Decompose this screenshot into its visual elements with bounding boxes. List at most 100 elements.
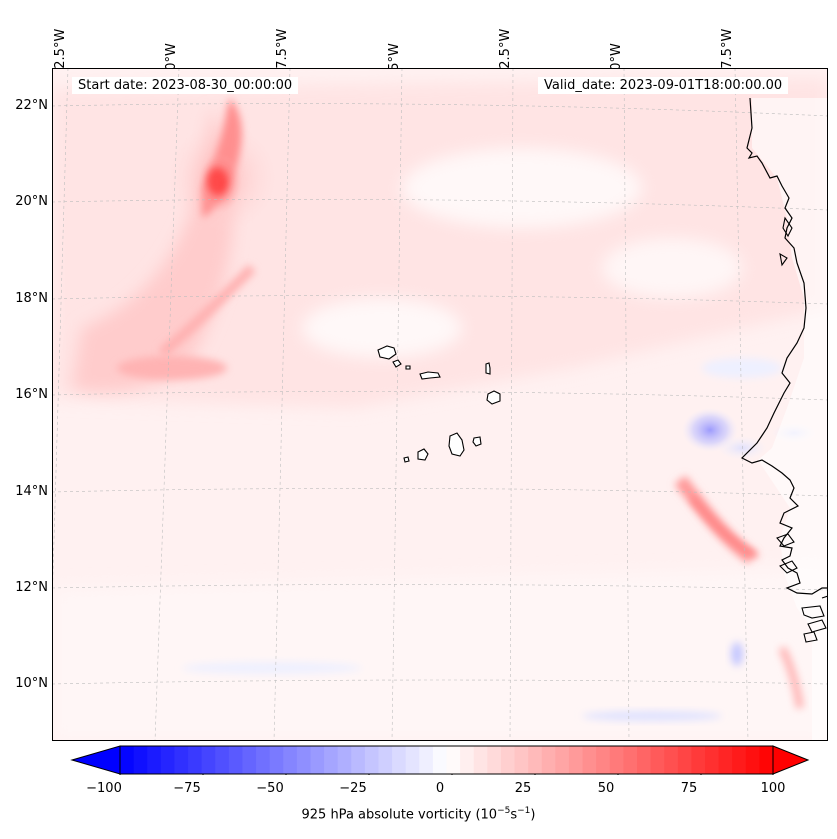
colorbar-segment [337,746,352,774]
colorbar-segment [188,746,203,774]
colorbar-segment [174,746,189,774]
africa-coastline-detail [779,216,793,267]
colorbar-segment [596,746,611,774]
island-santiago [448,432,465,457]
island-maio [472,436,482,447]
colorbar-segment [745,746,760,774]
colorbar-segment [691,746,706,774]
colorbar [70,745,810,775]
lat-label-14n: 14°N [15,484,48,499]
colorbar-segment [120,746,135,774]
valid-date-label: Valid_date: 2023-09-01T18:00:00.00 [538,77,789,94]
coastal-red-streak [690,496,759,559]
colorbar-segment [296,746,312,774]
blue-minimum-light [717,436,767,460]
vorticity-map [52,68,828,741]
africa-land [752,98,828,741]
colorbar-segment [473,746,488,774]
island-sao-vicente [392,359,402,368]
colorbar-segment [500,746,516,774]
colorbar-extend-right [772,745,810,775]
colorbar-segment [133,746,148,774]
colorbar-ticks [119,774,774,775]
colorbar-segment [609,746,624,774]
colorbar-segment [432,746,448,774]
colorbar-segment [460,746,475,774]
field-light-patch [602,238,742,298]
cbar-tick-0: 0 [435,781,445,796]
colorbar-segment [378,746,393,774]
field-southwest-maximum [117,356,227,380]
colorbar-segment [677,746,692,774]
island-sao-nicolau [419,371,441,380]
colorbar-segment [392,746,407,774]
colorbar-segments [120,746,774,774]
colorbar-segment [541,746,556,774]
colorbar-segment [732,746,747,774]
lat-label-18n: 18°N [15,291,48,306]
vortex-center [208,168,226,194]
field-blue-streak [702,358,782,378]
field-rainband [158,264,256,357]
lat-label-20n: 20°N [15,194,48,209]
cbar-tick-minus-50: −50 [256,781,284,796]
colorbar-segment [582,746,597,774]
colorbar-segment [446,746,461,774]
gridlines [52,68,828,741]
colorbar-segment [650,746,665,774]
africa-coastline [740,97,828,595]
cbar-tick-minus-100: −100 [86,781,122,796]
lat-label-12n: 12°N [15,580,48,595]
colorbar-segment [228,746,244,774]
island-santo-antao [377,345,397,360]
africa-coastline-detail [776,533,828,643]
lat-label-22n: 22°N [15,98,48,113]
field-blue-streak [582,711,722,721]
colorbar-segment [528,746,543,774]
colorbar-segment [487,746,502,774]
colorbar-outline [119,745,774,775]
colorbar-segment [310,746,325,774]
colorbar-segment [215,746,230,774]
colorbar-segment [324,746,339,774]
lat-label-10n: 10°N [15,676,48,691]
lat-label-16n: 16°N [15,387,48,402]
colorbar-segment [718,746,733,774]
colorbar-segment [201,746,216,774]
cbar-tick-25: 25 [514,781,532,796]
colorbar-segment [147,746,162,774]
blue-minimum-small [731,642,743,666]
colorbar-segment [283,746,298,774]
cbar-tick-50: 50 [597,781,615,796]
start-date-label: Start date: 2023-08-30_00:00:00 [72,77,299,94]
colorbar-segment [419,746,434,774]
colorbar-segment [351,746,366,774]
colorbar-segment [759,746,774,774]
field-light-patch [302,298,462,358]
colorbar-segment [405,746,420,774]
colorbar-extend-left [70,745,121,775]
field-southern-region [52,568,828,741]
cbar-tick-minus-25: −25 [339,781,367,796]
cape-verde-islands [377,345,501,463]
colorbar-segment [568,746,584,774]
colorbar-segment [256,746,271,774]
colorbar-segment [514,746,529,774]
colorbar-label: 925 hPa absolute vorticity (10−5s−1) [301,806,536,823]
island-santa-luzia [405,365,411,370]
island-boa-vista [486,390,501,405]
colorbar-segment [623,746,638,774]
colorbar-segment [704,746,720,774]
colorbar-segment [555,746,570,774]
colorbar-segment [160,746,176,774]
cbar-tick-75: 75 [680,781,698,796]
map-frame [52,68,828,741]
field-blue-streak [182,662,362,674]
colorbar-segment [242,746,257,774]
field-light-patch [402,148,642,228]
cbar-tick-100: 100 [760,781,786,796]
colorbar-segment [269,746,284,774]
colorbar-segment [636,746,652,774]
cbar-tick-minus-75: −75 [173,781,201,796]
island-fogo [417,448,429,461]
